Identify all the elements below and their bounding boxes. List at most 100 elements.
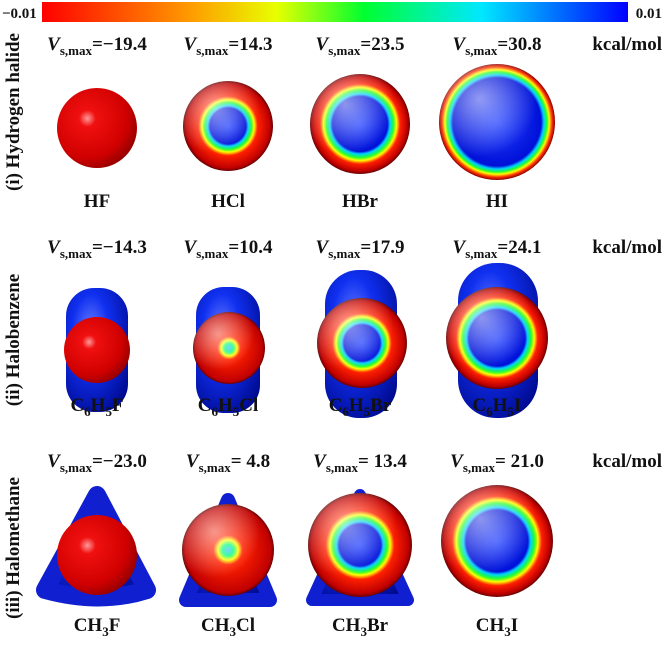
vs-value: = 4.8 — [231, 451, 270, 472]
vs-subscript: s,max — [326, 460, 359, 475]
vs-max-label: Vs,max=−14.3 — [47, 237, 147, 261]
vs-value: =−14.3 — [92, 237, 147, 258]
vs-subscript: s,max — [60, 43, 93, 58]
formula: HCl — [211, 191, 245, 212]
group-label: (ii) Halobenzene — [3, 274, 24, 406]
colorbar-max: 0.01 — [636, 6, 662, 22]
group-label: (iii) Halomethane — [3, 477, 24, 619]
formula: C6H5I — [473, 395, 522, 419]
vs-max-label: Vs,max=24.1 — [453, 237, 542, 261]
formula-part: Br — [367, 615, 389, 636]
formula-subscript: 6 — [211, 404, 218, 419]
vs-subscript: s,max — [196, 246, 229, 261]
vs-max-label: Vs,max=10.4 — [184, 237, 273, 261]
formula-part: Cl — [236, 615, 255, 636]
vs-subscript: s,max — [465, 246, 498, 261]
vs-subscript: s,max — [463, 460, 496, 475]
vs-max-label: Vs,max=17.9 — [316, 237, 405, 261]
vs-value: =17.9 — [360, 237, 404, 258]
colorbar-min: −0.01 — [2, 6, 37, 22]
vs-symbol: V — [453, 34, 467, 55]
vs-value: =23.5 — [360, 34, 404, 55]
formula-part: HI — [486, 191, 508, 212]
formula: CH3I — [476, 615, 518, 639]
formula: HBr — [342, 191, 378, 212]
vs-value: =10.4 — [228, 237, 273, 258]
formula-part: F — [109, 615, 121, 636]
vs-symbol: V — [186, 451, 200, 472]
vs-max-label: Vs,max= 13.4 — [313, 451, 407, 475]
vs-value: =14.3 — [228, 34, 272, 55]
formula-subscript: 3 — [360, 624, 367, 639]
formula: CH3Br — [332, 615, 389, 639]
formula: CH3Cl — [201, 615, 255, 639]
vs-subscript: s,max — [60, 460, 93, 475]
formula-part: Cl — [239, 395, 258, 416]
formula-part: CH — [332, 615, 361, 636]
vs-symbol: V — [184, 237, 198, 258]
vs-subscript: s,max — [328, 246, 361, 261]
vs-symbol: V — [47, 237, 61, 258]
vs-symbol: V — [453, 237, 467, 258]
vs-value: =−23.0 — [92, 451, 147, 472]
vs-symbol: V — [313, 451, 327, 472]
vs-symbol: V — [47, 34, 61, 55]
formula: CH3F — [74, 615, 121, 639]
formula-part: CH — [201, 615, 230, 636]
formula-subscript: 6 — [342, 404, 349, 419]
formula-part: HBr — [342, 191, 378, 212]
group-label: (i) Hydrogen halide — [3, 33, 24, 191]
vs-max-label: Vs,max=−19.4 — [47, 34, 147, 58]
formula-subscript: 5 — [105, 404, 112, 419]
formula-subscript: 5 — [364, 404, 371, 419]
vs-symbol: V — [450, 451, 464, 472]
vs-symbol: V — [47, 451, 61, 472]
formula-subscript: 5 — [508, 404, 515, 419]
formula-subscript: 3 — [102, 624, 109, 639]
vs-max-label: Vs,max=30.8 — [453, 34, 542, 58]
vs-max-label: Vs,max= 21.0 — [450, 451, 544, 475]
formula-part: F — [112, 395, 124, 416]
vs-subscript: s,max — [199, 460, 232, 475]
formula: HI — [486, 191, 508, 212]
vs-symbol: V — [316, 237, 330, 258]
formula-part: C — [473, 395, 487, 416]
formula-part: C — [329, 395, 343, 416]
formula-subscript: 6 — [486, 404, 493, 419]
formula-part: C — [198, 395, 212, 416]
vs-value: = 21.0 — [495, 451, 544, 472]
colorbar — [42, 2, 628, 22]
unit-label: kcal/mol — [592, 34, 662, 55]
vs-value: =30.8 — [497, 34, 541, 55]
vs-max-label: Vs,max=−23.0 — [47, 451, 147, 475]
formula-part: HF — [84, 191, 110, 212]
formula-part: HCl — [211, 191, 245, 212]
formula-subscript: 5 — [233, 404, 240, 419]
vs-symbol: V — [184, 34, 198, 55]
formula-part: H — [493, 395, 508, 416]
formula: C6H5Cl — [198, 395, 259, 419]
formula-part: CH — [476, 615, 505, 636]
vs-max-label: Vs,max=14.3 — [184, 34, 273, 58]
formula-part: I — [514, 395, 521, 416]
vs-symbol: V — [316, 34, 330, 55]
vs-subscript: s,max — [328, 43, 361, 58]
unit-label: kcal/mol — [592, 237, 662, 258]
unit-label: kcal/mol — [592, 451, 662, 472]
formula-part: I — [511, 615, 518, 636]
vs-subscript: s,max — [196, 43, 229, 58]
formula-part: C — [70, 395, 84, 416]
formula-part: H — [349, 395, 364, 416]
vs-subscript: s,max — [465, 43, 498, 58]
formula-subscript: 3 — [504, 624, 511, 639]
vs-value: = 13.4 — [358, 451, 407, 472]
vs-max-label: Vs,max= 4.8 — [186, 451, 270, 475]
formula-part: Br — [370, 395, 392, 416]
formula-subscript: 3 — [230, 624, 237, 639]
vs-max-label: Vs,max=23.5 — [316, 34, 405, 58]
formula-subscript: 6 — [84, 404, 91, 419]
formula: C6H5F — [70, 395, 123, 419]
vs-subscript: s,max — [60, 246, 93, 261]
formula: C6H5Br — [329, 395, 392, 419]
